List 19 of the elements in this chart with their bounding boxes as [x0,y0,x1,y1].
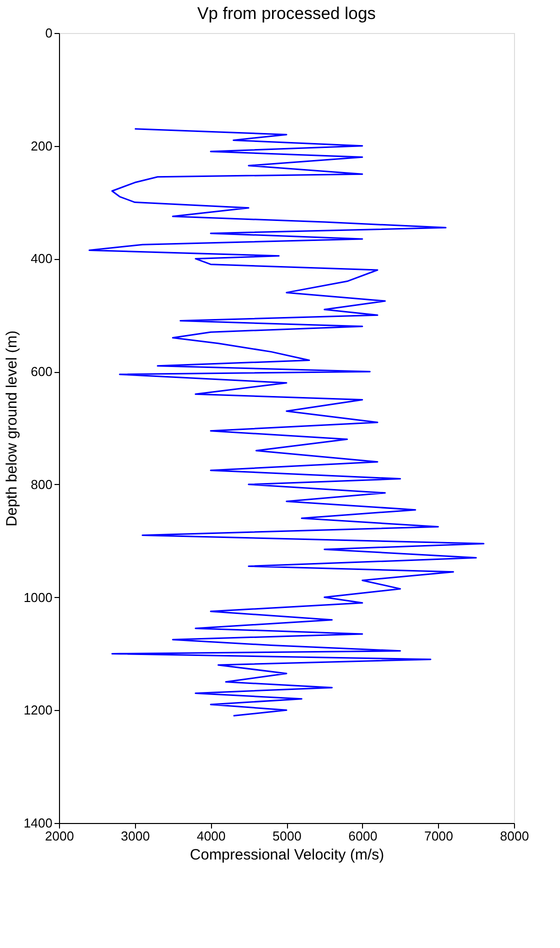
y-tick-label: 800 [30,476,52,492]
y-tick-label: 1400 [24,816,52,830]
y-tick-label: 0 [45,26,52,40]
y-tick-label: 1000 [24,590,52,605]
line-series [88,128,484,717]
x-tick-label: 7000 [424,828,454,844]
chart-title: Vp from processed logs [197,4,376,23]
y-axis-title: Depth below ground level (m) [4,330,21,526]
x-tick-label: 8000 [500,828,529,844]
x-tick-label: 3000 [120,828,150,844]
x-tick-label: 5000 [272,828,302,844]
x-axis-title: Compressional Velocity (m/s) [190,846,384,864]
y-tick-label: 400 [30,251,52,266]
y-tick-label: 200 [30,138,52,154]
x-tick-label: 4000 [196,828,226,844]
y-tick-label: 1200 [24,702,52,718]
y-tick-label: 600 [30,364,52,380]
x-tick-label: 6000 [348,828,378,844]
x-tick-label: 2000 [45,828,74,844]
